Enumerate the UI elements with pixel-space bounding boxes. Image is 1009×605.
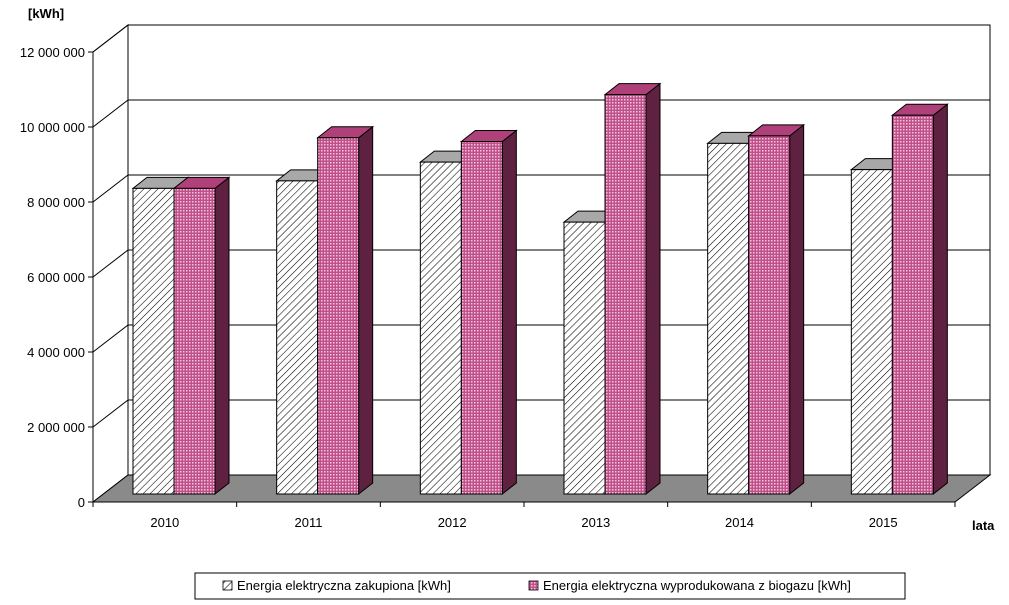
gridline [92,324,990,353]
bar-side [645,82,661,496]
bar-biogas-2015 [890,103,949,496]
bar-biogas-2013 [603,82,662,496]
gridline [92,174,990,203]
y-axis: 0 2 000 000 4 000 000 6 000 000 8 000 000 10 … [20,45,94,510]
bar-biogas-2011 [316,125,375,496]
x-tick-label: 2012 [438,515,467,530]
bar-side [358,125,374,496]
bar-front [891,114,934,495]
x-axis: 2010 2011 2012 2013 2014 2015 [92,501,956,530]
x-tick-label: 2011 [295,515,323,530]
bar-side [932,103,948,496]
y-tick-label: 6 000 000 [27,270,85,285]
bar-front [317,137,360,495]
x-axis-label: lata [972,518,995,533]
bar-biogas-2014 [747,123,806,496]
y-tick-label: 4 000 000 [27,345,85,360]
y-axis-unit-label: [kWh] [28,6,64,21]
gridline [92,249,990,278]
legend-label-purchased: Energia elektryczna zakupiona [kWh] [237,578,451,593]
x-tick-label: 2010 [150,515,179,530]
x-tick-label: 2014 [725,515,754,530]
bars [131,82,949,496]
x-tick-label: 2013 [581,515,610,530]
bar-side [501,129,517,496]
legend-swatch-purchased [222,580,233,591]
bar-front [563,221,606,495]
legend-swatch-biogas [528,580,539,591]
y-tick-label: 0 [78,495,85,510]
bar-front [419,161,462,495]
gridline [92,399,990,428]
x-tick-label: 2015 [869,515,898,530]
gridline [92,99,990,128]
y-tick-label: 2 000 000 [27,420,85,435]
bar-front [850,169,893,495]
bar-front [748,135,791,495]
bar-front [604,94,647,495]
y-tick-label: 12 000 000 [20,45,85,60]
bar-biogas-2010 [172,176,231,496]
bar-front [132,187,175,495]
legend-box [194,572,906,600]
y-tick-label: 8 000 000 [27,195,85,210]
bar-front [276,180,319,495]
bar-side [214,176,230,496]
gridline [92,24,990,53]
bar-front [707,142,750,495]
bar-front [173,187,216,495]
gridlines [92,24,990,428]
y-tick-label: 10 000 000 [20,120,85,135]
bar-front [460,141,503,495]
legend: Energia elektryczna zakupiona [kWh] Ener… [194,572,906,600]
bar-biogas-2012 [459,129,518,496]
bar-side [789,123,805,496]
legend-label-biogas: Energia elektryczna wyprodukowana z biog… [543,578,851,593]
